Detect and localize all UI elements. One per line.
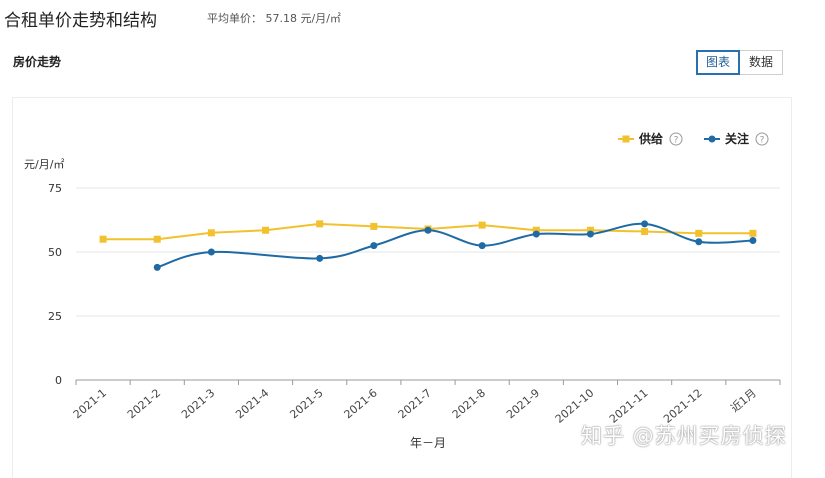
data-point — [153, 235, 161, 243]
y-tick-label: 0 — [55, 374, 62, 387]
help-icon-glyph: ? — [760, 136, 765, 146]
x-tick-label: 2021-5 — [287, 386, 325, 421]
x-axis-title: 年－月 — [410, 436, 446, 450]
chart-view-button[interactable]: 图表 — [696, 50, 741, 75]
data-point — [370, 222, 378, 230]
help-icon-glyph: ? — [674, 136, 679, 146]
average-price: 平均单价： 57.18 元/月/㎡ — [207, 10, 341, 26]
y-axis-title: 元/月/㎡ — [24, 158, 64, 171]
x-tick-label: 2021-8 — [450, 386, 488, 421]
data-point — [207, 229, 215, 237]
x-tick-label: 2021-3 — [179, 386, 217, 421]
data-point — [207, 248, 215, 256]
y-tick-label: 25 — [48, 310, 62, 323]
data-point — [316, 254, 324, 262]
data-point — [153, 263, 161, 271]
help-icon — [755, 132, 769, 146]
x-tick-label: 2021-7 — [396, 386, 434, 421]
data-point — [532, 226, 540, 234]
data-view-button[interactable]: 数据 — [740, 50, 784, 75]
watermark: 知乎 @苏州买房侦探 — [581, 424, 787, 448]
x-tick-label: 2021-1 — [71, 386, 109, 421]
data-point — [586, 230, 594, 238]
x-tick-label: 2021-6 — [342, 386, 380, 421]
data-point — [99, 235, 107, 243]
data-point — [695, 229, 703, 237]
data-point — [586, 226, 594, 234]
data-point — [424, 226, 432, 234]
x-tick-label: 2021-4 — [233, 386, 271, 421]
average-price-label: 平均单价： — [207, 12, 262, 25]
legend-label: 关注 — [725, 131, 749, 146]
data-point — [316, 220, 324, 228]
legend-marker — [708, 135, 716, 143]
legend-label: 供给 — [638, 131, 663, 146]
data-point — [641, 228, 649, 236]
data-point — [262, 226, 270, 234]
data-point — [478, 221, 486, 229]
data-point — [532, 230, 540, 238]
view-toggle: 图表 数据 — [696, 50, 784, 75]
page-title: 合租单价走势和结构 — [4, 11, 157, 31]
data-point — [749, 236, 757, 244]
legend-marker — [622, 135, 630, 143]
data-point — [749, 229, 757, 237]
section-title: 房价走势 — [13, 55, 62, 69]
y-tick-label: 50 — [48, 246, 62, 259]
data-point — [641, 220, 649, 228]
average-price-value: 57.18 元/月/㎡ — [265, 12, 341, 25]
x-tick-label: 2021-9 — [504, 386, 542, 421]
help-icon — [669, 132, 683, 146]
data-point — [478, 242, 486, 250]
price-trend-chart: 0 25 50 75 2021-1 2021-2 2021-3 2021-4 2021-5 202… — [24, 131, 781, 450]
data-point — [695, 238, 703, 246]
chart-panel — [12, 97, 792, 478]
x-tick-label: 近1月 — [728, 386, 759, 415]
x-tick-label: 2021-2 — [125, 386, 163, 421]
y-tick-label: 75 — [48, 182, 62, 195]
data-point — [370, 242, 378, 250]
